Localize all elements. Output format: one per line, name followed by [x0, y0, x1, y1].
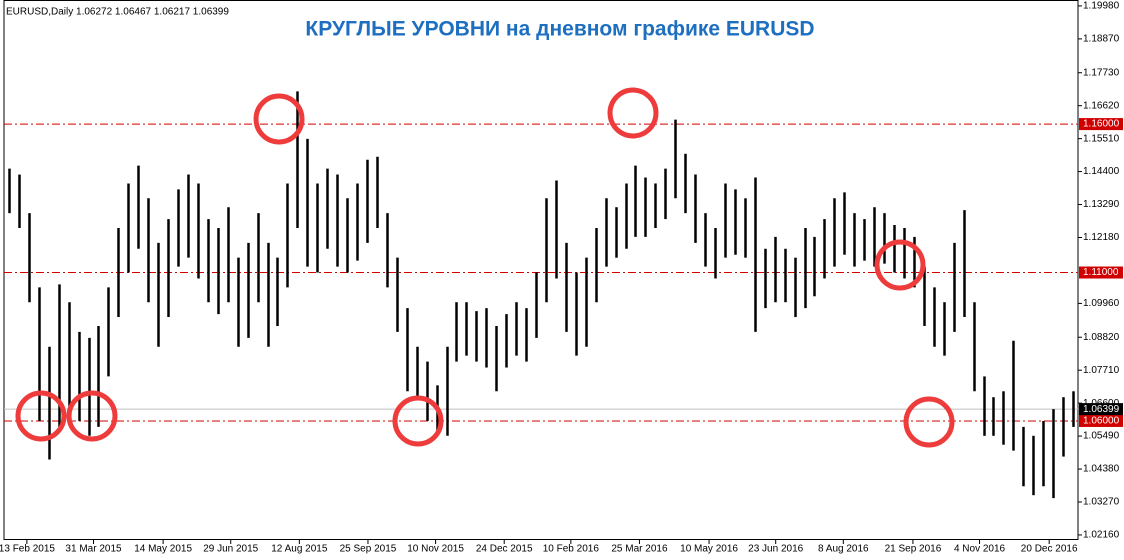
- y-tick-label: 1.19980: [1083, 1, 1120, 12]
- y-tick-label: 1.15510: [1083, 133, 1120, 144]
- x-tick-label: 8 Aug 2016: [818, 544, 869, 555]
- level-label: 1.11000: [1083, 267, 1119, 278]
- plot-frame: [3, 0, 1079, 540]
- y-tick-label: 1.12180: [1083, 232, 1120, 243]
- y-tick-label: 1.05490: [1083, 431, 1120, 442]
- chart-title: КРУГЛЫЕ УРОВНИ на дневном графике EURUSD: [305, 18, 814, 41]
- x-tick-label: 14 May 2015: [134, 544, 192, 555]
- x-tick-label: 31 Mar 2015: [65, 544, 122, 555]
- y-tick-label: 1.17730: [1083, 67, 1120, 78]
- circle-marker: [874, 239, 926, 291]
- circle-marker: [903, 396, 955, 448]
- level-label-box: [1079, 414, 1123, 427]
- circle-marker: [66, 390, 118, 442]
- x-tick-label: 25 Sep 2015: [340, 544, 397, 555]
- y-tick-label: 1.07710: [1083, 365, 1120, 376]
- y-tick-label: 1.13290: [1083, 199, 1120, 210]
- last-price-label: 1.06399: [1083, 404, 1120, 415]
- x-tick-label: 29 Jun 2015: [203, 544, 258, 555]
- x-tick-label: 10 Nov 2015: [407, 544, 464, 555]
- y-tick-label: 1.16620: [1083, 100, 1120, 111]
- level-label: 1.06000: [1083, 416, 1120, 427]
- y-tick-label: 1.08820: [1083, 332, 1120, 343]
- level-label-box: [1079, 118, 1123, 131]
- x-tick-label: 10 Feb 2016: [543, 544, 600, 555]
- y-tick-label: 1.04380: [1083, 464, 1120, 475]
- circle-marker: [392, 395, 444, 447]
- circle-marker: [15, 390, 67, 442]
- y-tick-label: 1.02160: [1083, 530, 1120, 541]
- level-label: 1.16000: [1083, 119, 1120, 130]
- annotations: [15, 87, 955, 448]
- x-tick-label: 25 Mar 2016: [611, 544, 668, 555]
- last-price-box: [1079, 403, 1123, 416]
- y-tick-label: 1.14400: [1083, 166, 1120, 177]
- x-tick-label: 21 Sep 2016: [885, 544, 942, 555]
- x-tick-label: 20 Dec 2016: [1021, 544, 1078, 555]
- x-tick-label: 4 Nov 2016: [954, 544, 1006, 555]
- y-tick-label: 1.09960: [1083, 298, 1120, 309]
- circle-marker: [607, 87, 659, 139]
- y-tick-label: 1.18870: [1083, 34, 1120, 45]
- x-tick-label: 23 Jun 2016: [748, 544, 803, 555]
- chart-header: EURUSD,Daily 1.06272 1.06467 1.06217 1.0…: [6, 7, 229, 18]
- x-tick-label: 24 Dec 2015: [476, 544, 533, 555]
- level-label-box: [1079, 266, 1123, 279]
- y-tick-label: 1.03270: [1083, 497, 1120, 508]
- circle-marker: [253, 93, 305, 145]
- x-tick-label: 12 Aug 2015: [271, 544, 328, 555]
- x-tick-label: 10 May 2016: [680, 544, 738, 555]
- x-tick-label: 13 Feb 2015: [0, 544, 55, 555]
